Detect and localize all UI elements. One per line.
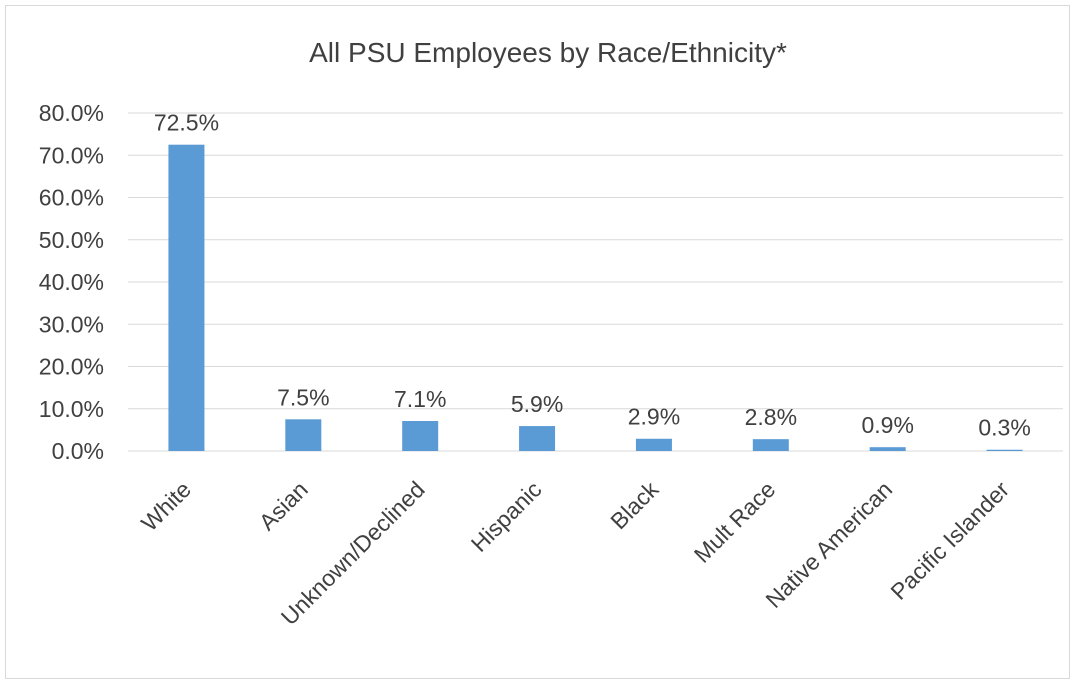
y-tick-label: 20.0% [39, 354, 104, 380]
bar [285, 419, 322, 451]
data-label: 0.9% [861, 412, 913, 438]
data-label: 2.8% [745, 404, 797, 430]
bar [519, 426, 556, 451]
data-label: 5.9% [511, 391, 563, 417]
data-label: 72.5% [154, 110, 219, 136]
data-label: 7.5% [277, 384, 329, 410]
bar [168, 144, 205, 451]
chart-frame: All PSU Employees by Race/Ethnicity* 0.0… [5, 5, 1070, 679]
bar [752, 439, 789, 451]
y-tick-label: 60.0% [39, 185, 104, 211]
x-category-label: White [136, 476, 196, 536]
data-label: 0.3% [978, 415, 1030, 441]
bars [168, 144, 1023, 451]
y-tick-label: 40.0% [39, 269, 104, 295]
bar [869, 447, 906, 451]
y-tick-label: 10.0% [39, 396, 104, 422]
x-category-label: Native American [760, 476, 897, 613]
y-tick-label: 30.0% [39, 311, 104, 337]
y-tick-label: 50.0% [39, 227, 104, 253]
x-category-label: Pacific Islander [885, 476, 1014, 605]
data-labels: 72.5% 7.5% 7.1% 5.9% 2.9% 2.8% 0.9% 0.3% [154, 110, 1031, 441]
bar-chart: All PSU Employees by Race/Ethnicity* 0.0… [39, 37, 1063, 630]
bar [986, 449, 1023, 451]
bar [635, 438, 672, 451]
data-label: 2.9% [628, 404, 680, 430]
x-category-label: Mult Race [689, 476, 781, 568]
x-category-label: Hispanic [466, 476, 547, 557]
x-category-label: Black [605, 476, 664, 535]
x-category-label: Asian [254, 476, 313, 535]
gridlines [128, 112, 1063, 452]
y-tick-label: 70.0% [39, 142, 104, 168]
y-tick-label: 0.0% [52, 438, 104, 464]
chart-title: All PSU Employees by Race/Ethnicity* [309, 37, 787, 68]
data-label: 7.1% [394, 386, 446, 412]
y-axis-ticks: 0.0% 10.0% 20.0% 30.0% 40.0% 50.0% 60.0% 70.0% 8… [39, 100, 104, 464]
y-tick-label: 80.0% [39, 100, 104, 126]
bar [402, 421, 439, 451]
